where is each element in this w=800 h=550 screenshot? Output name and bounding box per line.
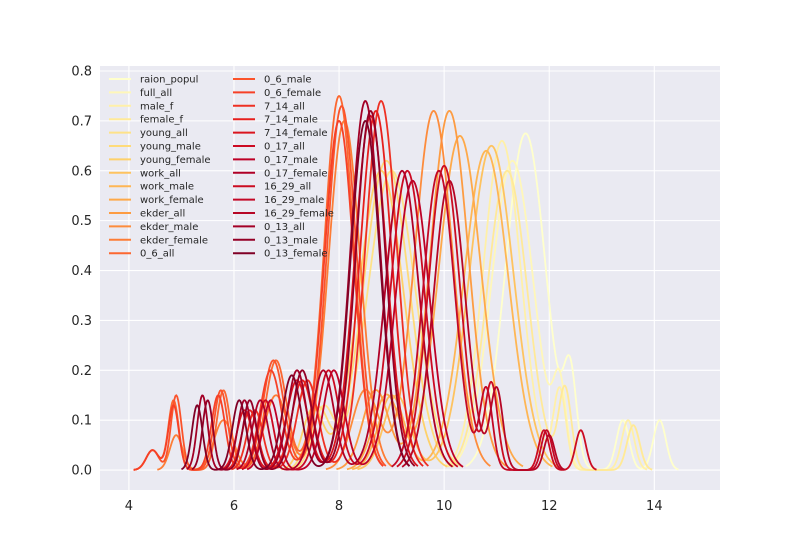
legend: raion_popul full_all male_f female_f young_a… [109, 75, 334, 260]
legend-label: ekder_female [140, 235, 208, 246]
x-tick-label: 4 [125, 499, 133, 514]
y-tick-label: 0.8 [71, 64, 92, 79]
legend-label: 0_6_male [264, 75, 312, 86]
series-line-ekder_male [325, 110, 491, 471]
series-line-0_17_male [246, 179, 464, 471]
legend-label: 0_6_all [140, 249, 174, 260]
series-line-7_14_all [231, 100, 429, 471]
y-tick-label: 0.4 [71, 264, 92, 279]
series-line-0_17_female [236, 169, 454, 471]
series-line-work_male [352, 149, 553, 471]
legend-label: young_male [140, 142, 201, 153]
y-tick-label: 0.2 [71, 364, 92, 379]
y-tick-label: 0.0 [71, 464, 92, 479]
legend-label: 0_13_all [264, 222, 305, 233]
x-tick-label: 12 [541, 499, 558, 514]
x-tick-label: 6 [230, 499, 238, 514]
y-tick-label: 0.5 [71, 214, 92, 229]
legend-label: raion_popul [140, 75, 198, 86]
legend-label: 0_17_all [264, 142, 305, 153]
legend-label: 16_29_male [264, 195, 324, 206]
y-tick-label: 0.7 [71, 114, 92, 129]
y-tick-label: 0.1 [71, 414, 92, 429]
legend-label: 0_17_female [264, 168, 328, 179]
legend-label: young_female [140, 155, 211, 166]
legend-label: work_all [140, 168, 181, 179]
legend-label: ekder_male [140, 222, 198, 233]
legend-label: ekder_all [140, 209, 185, 220]
series-line-16_29_male [391, 169, 563, 471]
series-layer [133, 95, 679, 471]
legend-label: 7_14_female [264, 128, 328, 139]
legend-label: full_all [140, 88, 172, 99]
x-tick-label: 8 [335, 499, 343, 514]
series-line-work_all [357, 144, 559, 471]
x-tick-label: 10 [436, 499, 453, 514]
legend-label: work_male [140, 182, 194, 193]
legend-label: work_female [140, 195, 204, 206]
legend-label: 0_13_male [264, 235, 318, 246]
x-tick-label: 14 [646, 499, 663, 514]
legend-label: 0_13_female [264, 249, 328, 260]
series-line-0_13_male [191, 110, 416, 471]
legend-label: 16_29_female [264, 209, 334, 220]
legend-label: male_f [140, 101, 174, 112]
series-line-0_13_female [181, 120, 411, 471]
series-line-0_17_all [241, 169, 459, 471]
series-line-16_29_female [401, 179, 566, 471]
y-tick-label: 0.6 [71, 164, 92, 179]
legend-label: 0_17_male [264, 155, 318, 166]
y-tick-label: 0.3 [71, 314, 92, 329]
legend-label: female_f [140, 115, 183, 126]
series-line-ekder_all [336, 110, 507, 471]
x-axis: 4 6 8 10 12 14 [125, 499, 663, 514]
legend-label: 16_29_all [264, 182, 311, 193]
series-line-young_female [281, 169, 448, 471]
legend-label: 7_14_all [264, 101, 305, 112]
legend-label: 7_14_male [264, 115, 318, 126]
legend-label: young_all [140, 128, 188, 139]
y-axis: 0.0 0.1 0.2 0.3 0.4 0.5 0.6 0.7 0.8 [71, 64, 92, 478]
legend-label: 0_6_female [264, 88, 321, 99]
